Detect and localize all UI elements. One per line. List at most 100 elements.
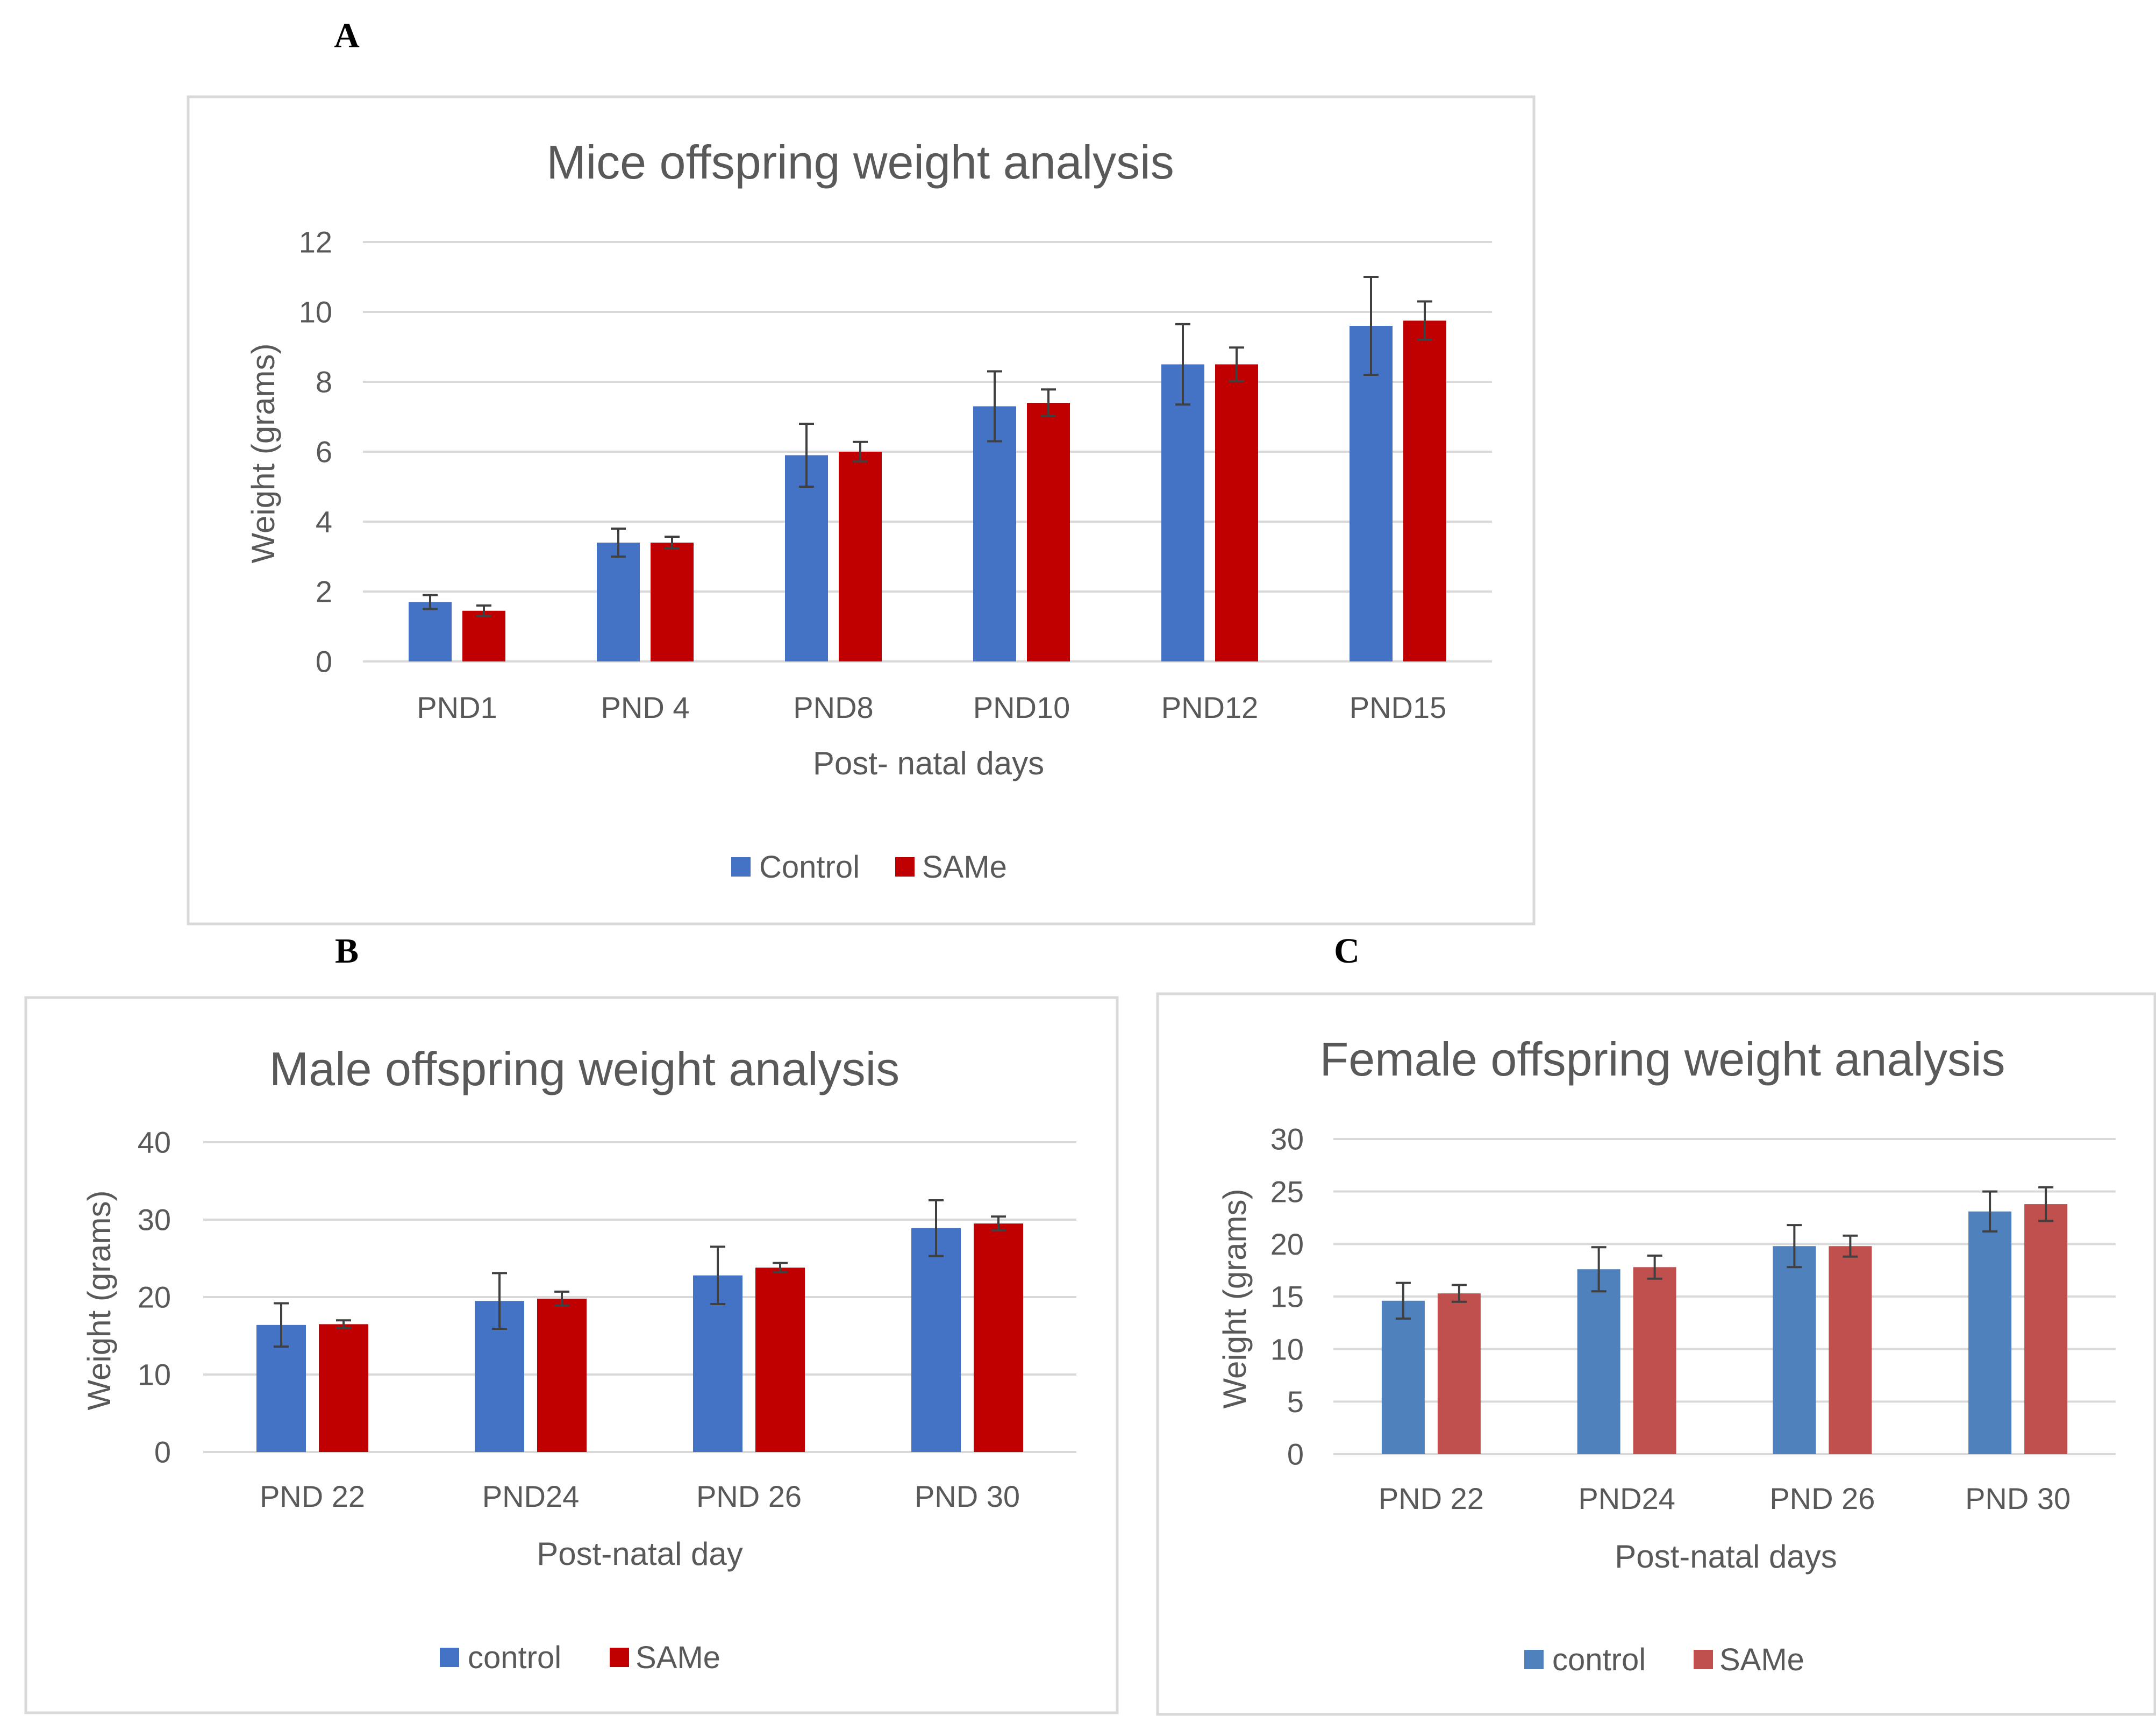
bar-a-control-pnd15 <box>1350 326 1393 661</box>
bars-c <box>1381 1204 2068 1454</box>
x-tick-label-c-pnd24: PND24 <box>1578 1482 1675 1515</box>
bar-c-same-pnd-22 <box>1437 1293 1481 1454</box>
bar-a-same-pnd10 <box>1027 403 1070 661</box>
x-tick-label-b-pnd-30: PND 30 <box>915 1479 1020 1513</box>
error-bar-b-control-pnd-30 <box>929 1199 944 1257</box>
bar-b-same-pnd-30 <box>974 1223 1023 1452</box>
error-bar-b-control-pnd-22 <box>274 1302 289 1348</box>
error-bar-c-same-pnd-26 <box>1843 1234 1858 1258</box>
y-axis-title-a: Weight (grams) <box>245 344 281 564</box>
bar-b-same-pnd24 <box>537 1298 587 1452</box>
y-tick-label-b-0: 0 <box>154 1435 171 1469</box>
error-bar-b-same-pnd-22 <box>336 1319 351 1329</box>
x-axis-title-b: Post-natal day <box>537 1536 743 1572</box>
error-bar-c-same-pnd-30 <box>2038 1186 2054 1222</box>
y-tick-label-a-2: 4 <box>316 505 332 539</box>
legend-b: control SAMe <box>440 1640 720 1675</box>
bar-c-control-pnd-26 <box>1773 1246 1816 1454</box>
error-bar-a-same-pnd-4 <box>665 535 680 550</box>
error-bar-a-control-pnd-4 <box>611 528 626 558</box>
error-bar-a-same-pnd15 <box>1417 300 1432 341</box>
chart-title-b: Male offspring weight analysis <box>269 1042 899 1095</box>
x-tick-label-c-pnd-26: PND 26 <box>1769 1482 1875 1515</box>
legend-swatch-same-c <box>1694 1650 1713 1669</box>
error-bar-a-control-pnd10 <box>987 370 1002 443</box>
x-tick-label-b-pnd-22: PND 22 <box>260 1479 365 1513</box>
x-tick-label-c-pnd-30: PND 30 <box>1965 1482 2071 1515</box>
bar-a-control-pnd-4 <box>597 543 640 661</box>
y-tick-labels-c: 0 5 10 15 20 25 30 <box>1270 1122 1304 1471</box>
y-tick-label-c-0: 0 <box>1287 1437 1304 1471</box>
error-bar-a-control-pnd15 <box>1363 276 1379 376</box>
x-tick-label-a-pnd8: PND8 <box>793 690 873 724</box>
legend-label-same-c: SAMe <box>1719 1642 1804 1677</box>
bar-a-same-pnd1 <box>462 610 505 661</box>
y-tick-label-c-2: 10 <box>1270 1332 1304 1366</box>
legend-a: Control SAMe <box>731 850 1007 885</box>
panel-b: B Male offspring weight analysis 0 10 20 30… <box>24 931 1119 1714</box>
bar-b-same-pnd-26 <box>755 1268 805 1452</box>
y-tick-label-a-0: 0 <box>316 645 332 679</box>
panel-c: C Female offspring weight analysis 0 5 10 1… <box>1156 931 2156 1716</box>
y-axis-title-c: Weight (grams) <box>1217 1189 1253 1409</box>
x-tick-label-a-pnd10: PND10 <box>973 690 1070 724</box>
bar-a-same-pnd-4 <box>651 543 694 661</box>
error-bar-b-same-pnd24 <box>554 1290 569 1307</box>
error-bar-c-same-pnd24 <box>1647 1254 1662 1280</box>
error-bar-a-same-pnd8 <box>853 440 868 463</box>
y-tick-label-b-1: 10 <box>138 1358 171 1392</box>
bar-a-same-pnd15 <box>1403 321 1446 661</box>
legend-c: control SAMe <box>1524 1642 1804 1677</box>
x-tick-label-a-pnd-4: PND 4 <box>601 690 690 724</box>
error-bar-a-control-pnd1 <box>423 594 438 610</box>
error-bar-c-same-pnd-22 <box>1451 1284 1467 1303</box>
bar-a-same-pnd12 <box>1215 364 1258 661</box>
legend-swatch-same-a <box>895 857 915 877</box>
bar-c-same-pnd24 <box>1633 1267 1676 1454</box>
legend-swatch-control-c <box>1524 1650 1544 1669</box>
bar-c-control-pnd-22 <box>1381 1300 1425 1454</box>
y-tick-label-b-4: 40 <box>138 1126 171 1159</box>
error-bar-c-control-pnd24 <box>1591 1246 1607 1293</box>
bar-c-control-pnd24 <box>1577 1269 1620 1454</box>
chart-title-c: Female offspring weight analysis <box>1319 1033 2005 1086</box>
x-tick-label-a-pnd15: PND15 <box>1350 690 1447 724</box>
error-bar-b-control-pnd24 <box>492 1272 507 1330</box>
x-tick-labels-b: PND 22 PND24 PND 26 PND 30 <box>260 1479 1020 1513</box>
error-bars-a <box>423 276 1432 617</box>
error-bar-c-control-pnd-26 <box>1787 1224 1802 1269</box>
error-bar-a-same-pnd10 <box>1041 388 1056 417</box>
bar-a-control-pnd12 <box>1161 364 1204 661</box>
y-tick-label-a-3: 6 <box>316 435 332 469</box>
bar-a-control-pnd10 <box>973 406 1016 661</box>
bar-a-control-pnd1 <box>409 602 452 661</box>
y-tick-label-a-4: 8 <box>316 365 332 399</box>
y-tick-label-a-1: 2 <box>316 575 332 609</box>
error-bar-b-same-pnd-30 <box>991 1215 1006 1232</box>
panel-letter-a: A <box>334 16 360 55</box>
legend-label-control-b: control <box>468 1640 561 1675</box>
x-tick-labels-a: PND1 PND 4 PND8 PND10 PND12 PND15 <box>417 690 1446 724</box>
error-bar-a-same-pnd12 <box>1229 346 1244 382</box>
x-axis-title-c: Post-natal days <box>1615 1539 1837 1575</box>
error-bar-b-same-pnd-26 <box>773 1262 788 1273</box>
bar-a-same-pnd8 <box>839 452 882 661</box>
error-bar-a-same-pnd1 <box>476 604 491 617</box>
panel-letter-c: C <box>1334 931 1360 971</box>
legend-swatch-control-b <box>440 1648 459 1667</box>
panel-letter-b: B <box>335 931 359 971</box>
x-tick-label-b-pnd24: PND24 <box>482 1479 580 1513</box>
y-tick-label-a-6: 12 <box>299 225 332 259</box>
legend-label-control-a: Control <box>759 850 860 885</box>
error-bar-a-control-pnd8 <box>799 423 814 488</box>
y-tick-label-a-5: 10 <box>299 295 332 329</box>
y-tick-label-c-3: 15 <box>1270 1280 1304 1314</box>
bar-c-control-pnd-30 <box>1968 1211 2012 1454</box>
chart-title-a: Mice offspring weight analysis <box>546 136 1174 189</box>
y-axis-title-b: Weight (grams) <box>81 1191 117 1411</box>
y-tick-label-c-4: 20 <box>1270 1227 1304 1261</box>
legend-swatch-same-b <box>610 1648 629 1667</box>
y-tick-label-b-2: 20 <box>138 1280 171 1314</box>
x-tick-labels-c: PND 22 PND24 PND 26 PND 30 <box>1379 1482 2071 1515</box>
